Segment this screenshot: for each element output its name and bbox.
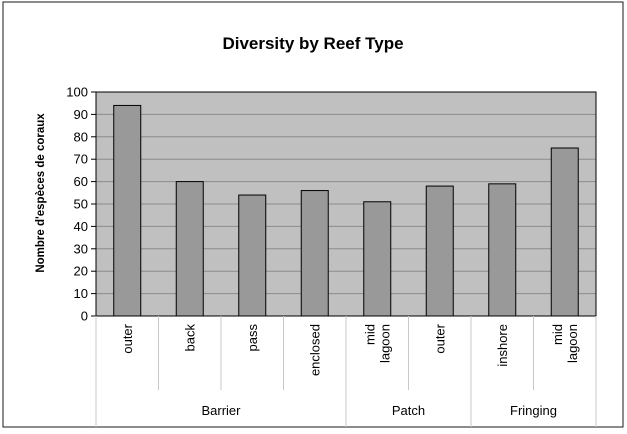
category-label: lagoon: [565, 324, 580, 363]
category-label: lagoon: [377, 324, 392, 363]
y-tick-label: 60: [74, 174, 88, 189]
y-tick-label: 100: [66, 85, 88, 100]
category-label: inshore: [495, 324, 510, 367]
category-label: mid: [362, 324, 377, 345]
y-axis-label: Nombre d'espèces de coraux: [35, 113, 47, 273]
bar: [113, 104, 142, 317]
bar: [175, 181, 204, 317]
y-tick-label: 20: [74, 264, 88, 279]
y-tick-label: 80: [74, 129, 88, 144]
category-label: pass: [245, 324, 260, 352]
bar: [425, 185, 454, 317]
group-label: Barrier: [201, 403, 241, 418]
group-label: Patch: [392, 403, 425, 418]
category-label: enclosed: [307, 324, 322, 376]
bar: [488, 183, 517, 317]
group-label: Fringing: [510, 403, 557, 418]
y-tick-label: 50: [74, 197, 88, 212]
bar: [300, 190, 329, 317]
y-tick-label: 10: [74, 286, 88, 301]
y-tick-label: 40: [74, 219, 88, 234]
y-tick-label: 30: [74, 241, 88, 256]
category-label: back: [182, 324, 197, 352]
bar: [363, 201, 392, 317]
category-label: mid: [550, 324, 565, 345]
bar: [238, 194, 267, 317]
y-tick-label: 70: [74, 152, 88, 167]
y-tick-label: 0: [81, 309, 88, 324]
plot-area: 0 10 20 30 40 50 60 70 80 90 100 outer back pass enclo…: [66, 85, 597, 427]
y-tick-label: 90: [74, 107, 88, 122]
bar: [550, 147, 579, 317]
chart-title: Diversity by Reef Type: [222, 34, 403, 53]
category-label: outer: [432, 323, 447, 353]
category-label: outer: [120, 323, 135, 353]
